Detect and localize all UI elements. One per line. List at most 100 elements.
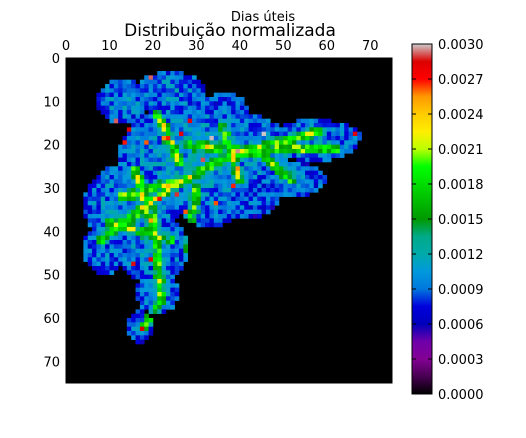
heatmap-cell <box>161 222 167 228</box>
heatmap-cell <box>244 183 249 189</box>
heatmap-cell <box>200 205 206 210</box>
heatmap-cell <box>148 88 154 93</box>
y-tick-label: 10 <box>43 95 60 110</box>
heatmap-cell <box>174 140 180 145</box>
heatmap-cell <box>174 175 180 180</box>
heatmap-cell <box>231 149 236 154</box>
heatmap-cell <box>148 149 154 154</box>
heatmap-cell <box>300 149 306 154</box>
heatmap-cell <box>231 196 236 202</box>
heatmap-cell <box>113 110 119 115</box>
heatmap-cell <box>213 166 219 171</box>
heatmap-cell <box>179 209 184 215</box>
heatmap-cell <box>222 205 228 210</box>
heatmap-cell <box>170 248 175 254</box>
heatmap-cell <box>148 240 154 245</box>
heatmap-cell <box>118 196 123 202</box>
heatmap-cell <box>152 235 158 241</box>
heatmap-cell <box>165 205 171 210</box>
heatmap-cell <box>226 110 232 115</box>
heatmap-cell <box>165 97 171 102</box>
heatmap-cell <box>192 136 197 141</box>
heatmap-cell <box>252 214 258 219</box>
heatmap-cell <box>157 149 162 154</box>
heatmap-cell <box>213 136 219 141</box>
heatmap-cell <box>179 157 184 163</box>
heatmap-cell <box>179 71 184 76</box>
heatmap-cell <box>213 192 219 197</box>
heatmap-cell <box>274 166 280 171</box>
heatmap-cell <box>344 127 349 132</box>
heatmap-cell <box>222 218 228 223</box>
heatmap-cell <box>274 153 280 158</box>
heatmap-cell <box>144 162 149 167</box>
heatmap-cell <box>152 305 158 310</box>
heatmap-cell <box>318 183 323 189</box>
heatmap-cell <box>270 123 275 128</box>
heatmap-cell <box>179 131 184 137</box>
heatmap-cell <box>157 201 162 206</box>
heatmap-cell <box>296 192 302 197</box>
heatmap-cell <box>165 175 171 180</box>
heatmap-cell <box>135 170 141 176</box>
heatmap-cell <box>326 157 332 163</box>
heatmap-cell <box>222 192 228 197</box>
heatmap-cell <box>192 105 197 111</box>
heatmap-cell <box>187 201 193 206</box>
heatmap-cell <box>148 231 154 236</box>
heatmap-cell <box>122 157 128 163</box>
heatmap-cell <box>205 127 210 132</box>
heatmap-cell <box>326 123 332 128</box>
heatmap-cell <box>87 196 93 202</box>
heatmap-cell <box>265 205 271 210</box>
heatmap-cell <box>113 231 119 236</box>
heatmap-cell <box>170 157 175 163</box>
heatmap-cell <box>209 144 215 150</box>
heatmap-cell <box>122 183 128 189</box>
heatmap-cell <box>170 287 175 293</box>
heatmap-cell <box>331 136 336 141</box>
heatmap-cell <box>118 253 123 258</box>
heatmap-cell <box>339 149 345 154</box>
x-ticks: 0 10 20 30 40 50 60 70 <box>62 39 379 383</box>
heatmap-cell <box>139 84 145 89</box>
heatmap-cell <box>205 222 210 228</box>
heatmap-cell <box>152 196 158 202</box>
heatmap-cell <box>209 214 215 219</box>
heatmap-cell <box>105 244 110 249</box>
heatmap-cell <box>183 157 189 163</box>
heatmap-cell <box>252 153 258 158</box>
heatmap-cell <box>96 101 102 106</box>
heatmap-cell <box>322 179 328 184</box>
heatmap-cell <box>148 153 154 158</box>
heatmap-cell <box>226 162 232 167</box>
heatmap-cell <box>339 127 345 132</box>
heatmap-cell <box>174 71 180 76</box>
heatmap-cell <box>196 92 202 98</box>
heatmap-cell <box>126 101 132 106</box>
heatmap-cell <box>270 179 275 184</box>
heatmap-cell <box>261 149 267 154</box>
heatmap-cell <box>131 162 136 167</box>
heatmap-cell <box>357 136 362 141</box>
heatmap-cell <box>170 118 175 124</box>
heatmap-cell <box>292 179 297 184</box>
heatmap-cell <box>157 175 162 180</box>
heatmap-cell <box>161 196 167 202</box>
heatmap-cell <box>222 127 228 132</box>
heatmap-cell <box>152 88 158 93</box>
heatmap-cell <box>274 188 280 193</box>
heatmap-cell <box>165 235 171 241</box>
heatmap-cell <box>109 118 115 124</box>
heatmap-cell <box>170 240 175 245</box>
heatmap-cell <box>213 118 219 124</box>
heatmap-cell <box>118 209 123 215</box>
heatmap-cell <box>105 205 110 210</box>
heatmap-cell <box>165 136 171 141</box>
heatmap-cell <box>144 140 149 145</box>
heatmap-cell <box>96 183 102 189</box>
heatmap-cell <box>209 131 215 137</box>
heatmap-cell <box>318 175 323 180</box>
heatmap-cell <box>239 110 245 115</box>
